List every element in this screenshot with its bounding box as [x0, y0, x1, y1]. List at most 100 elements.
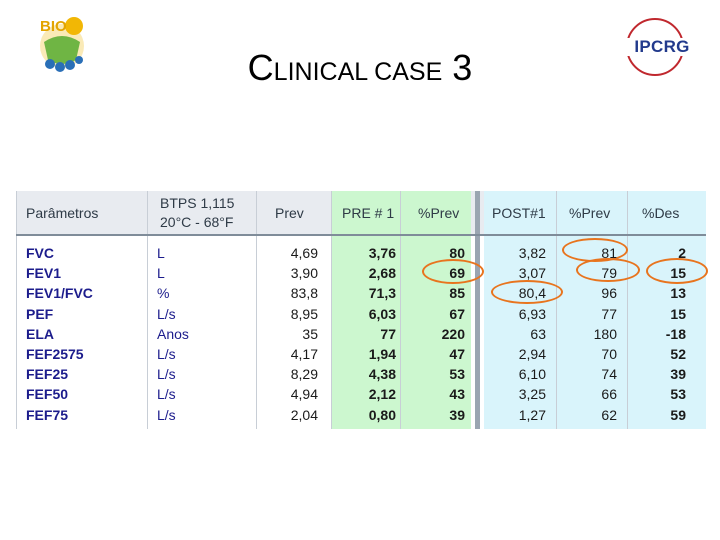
cell-pre: 71,3 [368, 285, 396, 302]
ipcrg-logo-text: IPCRG [626, 38, 698, 56]
cell-pre-pct: 80 [449, 245, 465, 261]
cell-unit: L [157, 245, 165, 261]
header-param: Parâmetros [26, 205, 99, 221]
header-prev: Prev [275, 205, 304, 221]
page-title: CLINICAL CASE 3 [0, 48, 720, 92]
des-column-bg [628, 191, 706, 429]
bio-logo: BIO [36, 12, 88, 72]
cell-post: 3,82 [518, 245, 546, 261]
cell-param: ELA [26, 325, 54, 342]
cell-post: 3,25 [518, 386, 546, 403]
cell-post-pct: 66 [601, 386, 617, 403]
cell-post: 3,07 [518, 265, 546, 282]
post-pct-column-bg [557, 191, 627, 429]
post-column-bg [484, 191, 556, 429]
cell-des: 2 [678, 245, 686, 261]
cell-param: FVC [26, 245, 54, 261]
cell-param: FEF75 [26, 406, 69, 423]
header-temp: 20°C - 68°F [160, 214, 234, 230]
cell-post: 6,93 [518, 305, 546, 322]
header-pre: PRE # 1 [342, 205, 395, 221]
cell-unit: Anos [157, 325, 189, 342]
cell-pre: 4,38 [368, 366, 396, 383]
cell-post-pct: 70 [601, 346, 617, 362]
header-post: POST#1 [492, 205, 546, 221]
cell-prev: 3,90 [290, 265, 318, 282]
cell-unit: L/s [157, 366, 176, 383]
cell-des: 13 [670, 285, 686, 302]
pre-pct-column-bg [401, 191, 471, 429]
pre-column-bg [332, 191, 400, 429]
cell-post-pct: 180 [593, 325, 617, 342]
cell-prev: 4,17 [290, 346, 318, 362]
cell-des: -18 [665, 325, 686, 342]
header-btps: BTPS 1,115 [160, 195, 235, 211]
cell-unit: L/s [157, 386, 176, 403]
column-divider [556, 191, 557, 429]
cell-des: 52 [670, 346, 686, 362]
cell-param: FEF2575 [26, 346, 84, 362]
cell-post: 63 [530, 325, 546, 342]
cell-post-pct: 74 [601, 366, 617, 383]
column-divider [627, 191, 628, 429]
cell-pre-pct: 53 [449, 366, 465, 383]
column-divider [16, 191, 17, 429]
cell-prev: 8,29 [290, 366, 318, 383]
pre-post-separator [475, 191, 480, 429]
cell-des: 15 [670, 305, 686, 322]
cell-prev: 35 [302, 325, 318, 342]
cell-unit: L [157, 265, 165, 282]
cell-pre: 3,76 [368, 245, 396, 261]
cell-pre-pct: 43 [449, 386, 465, 403]
cell-prev: 4,94 [290, 386, 318, 403]
cell-pre-pct: 69 [449, 265, 465, 282]
ipcrg-logo: IPCRG [620, 18, 702, 80]
column-divider [400, 191, 401, 429]
cell-pre-pct: 39 [449, 406, 465, 423]
cell-param: FEF50 [26, 386, 69, 403]
cell-des: 59 [670, 406, 686, 423]
spirometry-table: Parâmetros BTPS 1,115 20°C - 68°F Prev P… [16, 191, 708, 429]
cell-pre-pct: 220 [441, 325, 465, 342]
cell-des: 39 [670, 366, 686, 383]
cell-prev: 8,95 [290, 305, 318, 322]
cell-des: 53 [670, 386, 686, 403]
cell-param: FEF25 [26, 366, 69, 383]
cell-post-pct: 77 [601, 305, 617, 322]
cell-des: 15 [670, 265, 686, 282]
title-number: 3 [452, 47, 473, 88]
cell-pre-pct: 67 [449, 305, 465, 322]
cell-pre: 2,68 [368, 265, 396, 282]
column-divider [256, 191, 257, 429]
cell-post-pct: 79 [601, 265, 617, 282]
cell-post: 2,94 [518, 346, 546, 362]
cell-post: 1,27 [518, 406, 546, 423]
cell-unit: % [157, 285, 170, 302]
cell-pre: 1,94 [368, 346, 396, 362]
cell-unit: L/s [157, 406, 176, 423]
cell-param: FEV1 [26, 265, 62, 282]
header-des: %Des [642, 205, 680, 221]
bio-logo-text: BIO [40, 18, 67, 35]
column-divider [331, 191, 332, 429]
cell-post: 6,10 [518, 366, 546, 383]
cell-pre: 2,12 [368, 386, 396, 403]
cell-pre: 77 [380, 325, 396, 342]
cell-param: FEV1/FVC [26, 285, 93, 302]
cell-pre: 0,80 [368, 406, 396, 423]
cell-post: 80,4 [518, 285, 546, 302]
header-pre-pct: %Prev [418, 205, 460, 221]
cell-prev: 2,04 [290, 406, 318, 423]
header-rule [16, 234, 706, 236]
cell-unit: L/s [157, 305, 176, 322]
cell-param: PEF [26, 305, 54, 322]
cell-pre-pct: 47 [449, 346, 465, 362]
title-first-letter: C [247, 47, 274, 88]
cell-post-pct: 96 [601, 285, 617, 302]
title-small-caps: LINICAL CASE [273, 58, 443, 86]
cell-prev: 83,8 [290, 285, 318, 302]
column-divider [147, 191, 148, 429]
header-post-pct: %Prev [569, 205, 611, 221]
cell-post-pct: 62 [601, 406, 617, 423]
cell-pre-pct: 85 [449, 285, 465, 302]
